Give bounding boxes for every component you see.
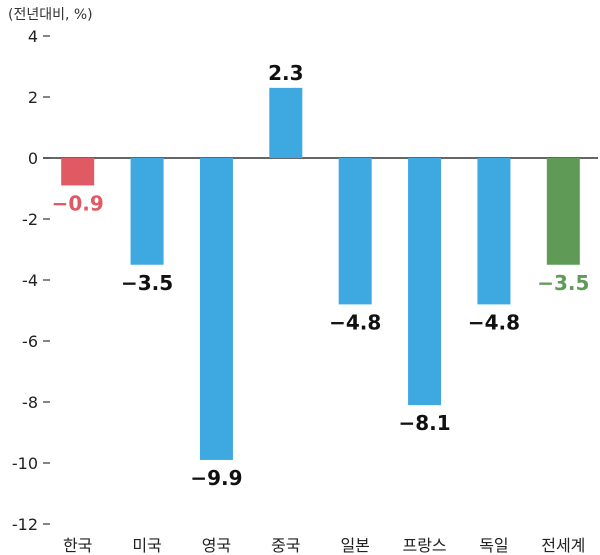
y-tick-label: 4 [28,27,38,46]
bar [269,87,303,158]
category-label: 영국 [202,536,231,555]
value-label: −9.9 [190,466,242,490]
bar [130,158,164,265]
value-label: −3.5 [537,271,589,295]
label-layer: −0.9 한국 −3.5 미국 −9.9 영국 2.3 중국 −4.8 일본 −8.1 프랑스 −4.8… [52,61,590,555]
value-label: −0.9 [52,191,104,215]
y-tick-label: -12 [12,515,38,534]
y-tick-label: -6 [22,332,38,351]
y-tick-label: -2 [22,210,38,229]
y-tick-label: -4 [22,271,38,290]
bar [61,158,95,186]
bar [546,158,580,265]
bar [199,158,233,460]
y-tick-label: -10 [12,454,38,473]
value-label: −4.8 [329,310,381,334]
category-label: 일본 [340,536,369,555]
bar [477,158,511,305]
value-label: 2.3 [268,61,303,85]
y-tick-label: 2 [28,88,38,107]
value-label: −3.5 [121,271,173,295]
bar [338,158,372,305]
category-label: 한국 [63,536,92,555]
category-label: 미국 [132,536,161,555]
y-tick-label: 0 [28,149,38,168]
bar-layer [61,87,580,460]
y-unit-label: (전년대비, %) [8,7,93,23]
category-label: 독일 [479,536,508,555]
category-label: 전세계 [541,536,585,555]
value-label: −4.8 [468,310,520,334]
y-tick-label: -8 [22,393,38,412]
category-label: 프랑스 [402,536,446,555]
value-label: −8.1 [398,411,450,435]
category-label: 중국 [271,536,300,555]
bar [408,158,442,406]
